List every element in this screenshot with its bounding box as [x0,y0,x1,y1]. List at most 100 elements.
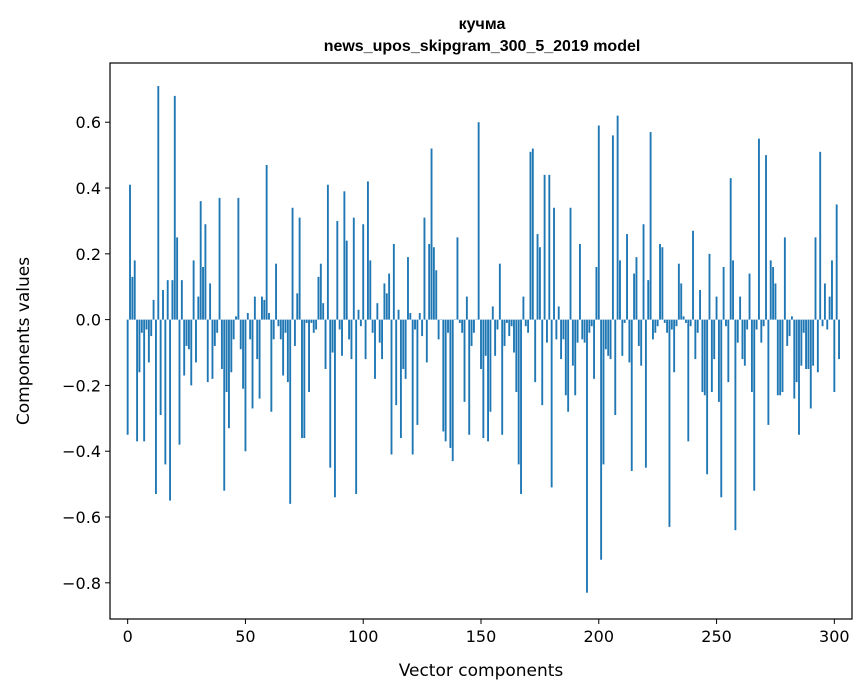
bar-15 [162,290,164,320]
bar-295 [821,319,824,327]
bar-211 [623,319,626,323]
bar-205 [609,319,612,360]
bars-group [126,86,840,593]
bar-41 [223,319,226,491]
bar-75 [303,319,306,439]
bar-125 [421,319,424,337]
bar-21 [176,237,179,320]
bar-69 [289,319,292,504]
bar-81 [317,276,320,320]
bar-216 [635,257,638,320]
bar-262 [743,319,746,366]
bar-156 [494,319,497,356]
bar-270 [762,319,765,327]
bar-97 [355,319,358,494]
x-axis-label: Vector components [399,661,564,681]
bar-58 [263,299,266,320]
bar-185 [562,319,565,340]
bar-43 [228,319,230,429]
bar-248 [710,319,713,392]
bar-61 [270,319,273,412]
bar-206 [611,135,614,320]
bar-30 [197,296,200,320]
bar-142 [461,319,464,333]
bar-294 [819,151,822,320]
bar-135 [444,319,447,442]
bar-141 [458,319,461,323]
bar-33 [204,224,207,320]
bar-51 [246,313,249,320]
bar-157 [496,319,499,330]
bar-173 [534,319,537,383]
bar-95 [350,319,353,360]
bar-80 [315,319,318,330]
bar-235 [680,283,683,320]
bar-93 [345,240,348,320]
y-tick-label: −0.6 [62,508,101,527]
bar-198 [593,319,595,379]
bar-155 [491,306,494,320]
bar-184 [560,319,563,360]
bar-57 [260,296,263,320]
bar-92 [343,191,346,320]
y-tick-label: 0.6 [76,113,101,132]
bar-111 [388,273,391,320]
bar-165 [515,319,518,392]
ticks-group: 0 50 100 150 200 250 300 −0.8 −0.6 −0.4 −0.2 0.0 0.2… [62,113,849,646]
bar-14 [159,319,162,416]
bar-59 [265,164,268,320]
bar-174 [536,234,539,320]
bar-225 [656,319,659,327]
bar-60 [268,313,270,320]
bar-71 [293,319,296,346]
bar-178 [546,319,548,343]
bar-131 [435,270,438,320]
bar-143 [463,319,466,402]
bar-302 [838,319,840,360]
y-tick-label: −0.8 [62,574,101,593]
bar-16 [164,319,167,465]
bar-65 [279,319,282,340]
bar-268 [758,138,760,320]
bar-79 [312,319,315,333]
bar-196 [588,319,591,333]
bar-149 [477,122,480,320]
bar-18 [169,319,171,501]
bar-130 [432,247,435,320]
bar-292 [814,237,817,320]
bar-91 [341,319,343,356]
bar-277 [779,319,782,396]
bar-151 [482,319,485,439]
bar-249 [713,319,716,360]
bar-161 [505,319,508,323]
bar-230 [668,319,671,527]
bar-144 [465,296,468,320]
bar-298 [828,296,831,320]
bar-231 [670,319,673,330]
bar-276 [776,319,779,396]
bar-38 [216,319,219,333]
bar-102 [366,181,369,320]
bar-105 [374,319,376,379]
bar-194 [583,319,586,343]
bar-286 [800,319,803,366]
bar-192 [578,243,581,320]
bar-261 [741,319,744,360]
bar-5 [138,319,141,373]
bar-159 [501,319,504,435]
bar-99 [359,319,362,327]
x-tick-label: 50 [235,627,255,646]
bar-247 [708,253,711,320]
bar-66 [282,319,285,376]
bar-282 [790,316,793,320]
bar-241 [694,319,697,360]
bar-182 [555,319,558,340]
bar-269 [760,319,763,343]
x-tick-label: 300 [819,627,850,646]
bar-64 [277,319,280,327]
bar-77 [308,319,310,392]
bar-84 [324,319,327,369]
bar-285 [798,319,800,435]
bar-283 [793,319,796,399]
bar-98 [357,309,360,320]
